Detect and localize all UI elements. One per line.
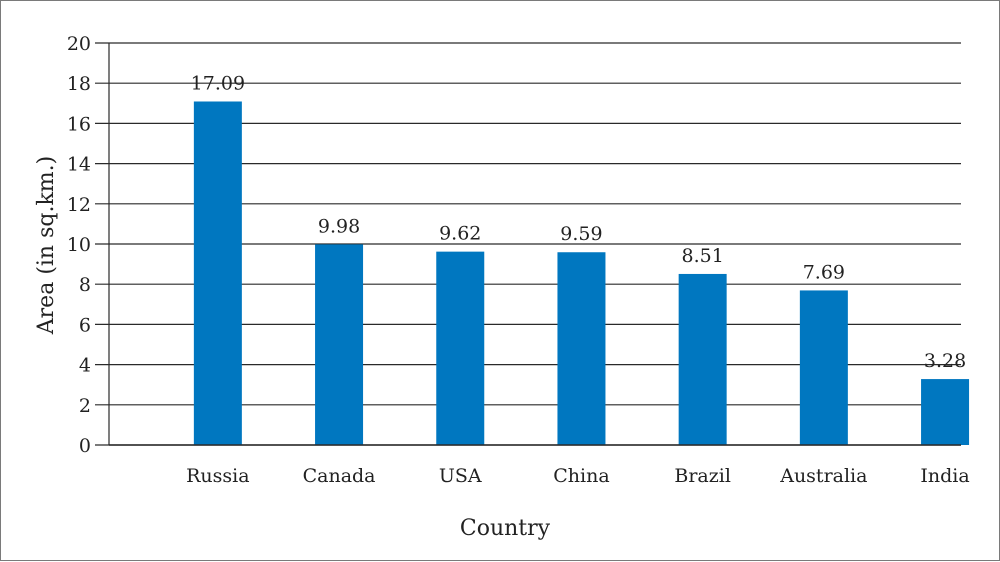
y-tick-label: 14	[67, 154, 91, 176]
x-axis-title: Country	[460, 516, 551, 541]
y-tick-label: 8	[79, 274, 91, 296]
category-label: USA	[439, 465, 482, 487]
data-label: 8.51	[682, 245, 724, 267]
bars	[193, 101, 970, 445]
y-tick-label: 18	[67, 73, 91, 95]
y-tick-label: 16	[67, 113, 91, 135]
data-label: 3.28	[924, 350, 966, 372]
bar-australia	[799, 290, 848, 445]
data-label: 17.09	[191, 72, 245, 94]
y-tick-label: 20	[67, 33, 91, 55]
bar-india	[921, 379, 970, 445]
bar-russia	[193, 101, 242, 445]
y-tick-label: 6	[79, 314, 91, 336]
y-axis-title: Area (in sq.km.)	[34, 156, 59, 335]
category-label: Australia	[779, 465, 867, 487]
labels: 0 2 4 6 8 10 12 14 16 18 20 17.09 Russia 9.98 Canada 9.…	[67, 33, 970, 487]
category-label: Russia	[186, 465, 249, 487]
y-tick-label: 2	[79, 395, 91, 417]
y-tick-label: 4	[79, 355, 91, 377]
category-label: India	[920, 465, 969, 487]
data-label: 7.69	[803, 261, 845, 283]
bar-canada	[315, 244, 364, 445]
y-tick-label: 12	[67, 194, 91, 216]
y-tick-label: 10	[67, 234, 91, 256]
category-label: Brazil	[674, 465, 731, 487]
axes	[108, 43, 961, 446]
data-label: 9.62	[439, 223, 481, 245]
bar-usa	[436, 251, 485, 445]
y-tick-label: 0	[79, 435, 91, 457]
data-label: 9.59	[560, 223, 602, 245]
category-label: China	[553, 465, 609, 487]
bar-brazil	[678, 273, 727, 445]
bar-china	[557, 252, 606, 445]
category-label: Canada	[303, 465, 376, 487]
data-label: 9.98	[318, 215, 360, 237]
